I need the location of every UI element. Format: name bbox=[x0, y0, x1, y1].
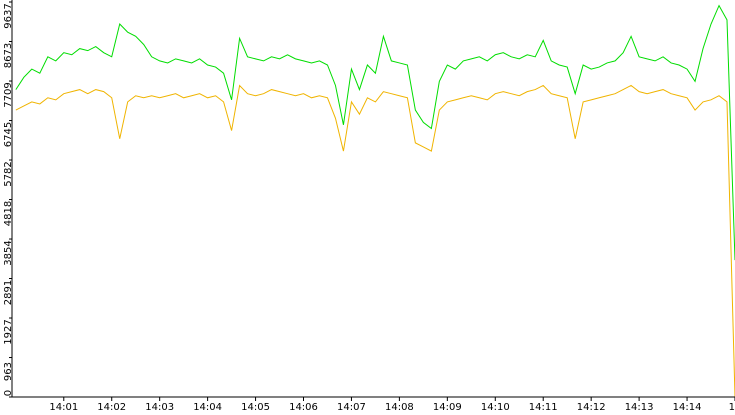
y-tick-label: 4818 bbox=[3, 201, 14, 226]
x-tick-label: 14:07 bbox=[337, 402, 366, 413]
x-tick-label: 14:14 bbox=[673, 402, 702, 413]
y-tick-label: 2891 bbox=[3, 280, 14, 305]
series-line bbox=[15, 84, 735, 398]
x-tick-label: 14:12 bbox=[577, 402, 606, 413]
y-tick-label: 3854 bbox=[3, 240, 14, 265]
y-tick-label: 7709 bbox=[3, 82, 14, 107]
series-line bbox=[15, 4, 735, 261]
x-tick-label: 14:05 bbox=[241, 402, 270, 413]
y-tick-label: 963 bbox=[3, 362, 14, 381]
x-tick-label: 14:03 bbox=[145, 402, 174, 413]
y-tick-label: 9637 bbox=[3, 3, 14, 28]
y-tick-label: 5782 bbox=[3, 161, 14, 186]
y-tick-label: 6745 bbox=[3, 122, 14, 147]
x-tick-label: 14:02 bbox=[97, 402, 126, 413]
y-tick-label: 8673 bbox=[3, 43, 14, 68]
x-tick-label: 14:04 bbox=[193, 402, 222, 413]
x-tick-label: 14:06 bbox=[289, 402, 318, 413]
x-tick-label: 14:09 bbox=[433, 402, 462, 413]
x-tick-label: 14:10 bbox=[481, 402, 510, 413]
x-tick-label: 14:11 bbox=[529, 402, 558, 413]
x-tick-label: 14 bbox=[729, 402, 735, 413]
y-tick-label: 1927 bbox=[3, 319, 14, 344]
x-tick-label: 14:08 bbox=[385, 402, 414, 413]
x-tick-label: 14:01 bbox=[49, 402, 78, 413]
y-tick-label: 0 bbox=[3, 390, 14, 396]
x-tick-label: 14:13 bbox=[625, 402, 654, 413]
